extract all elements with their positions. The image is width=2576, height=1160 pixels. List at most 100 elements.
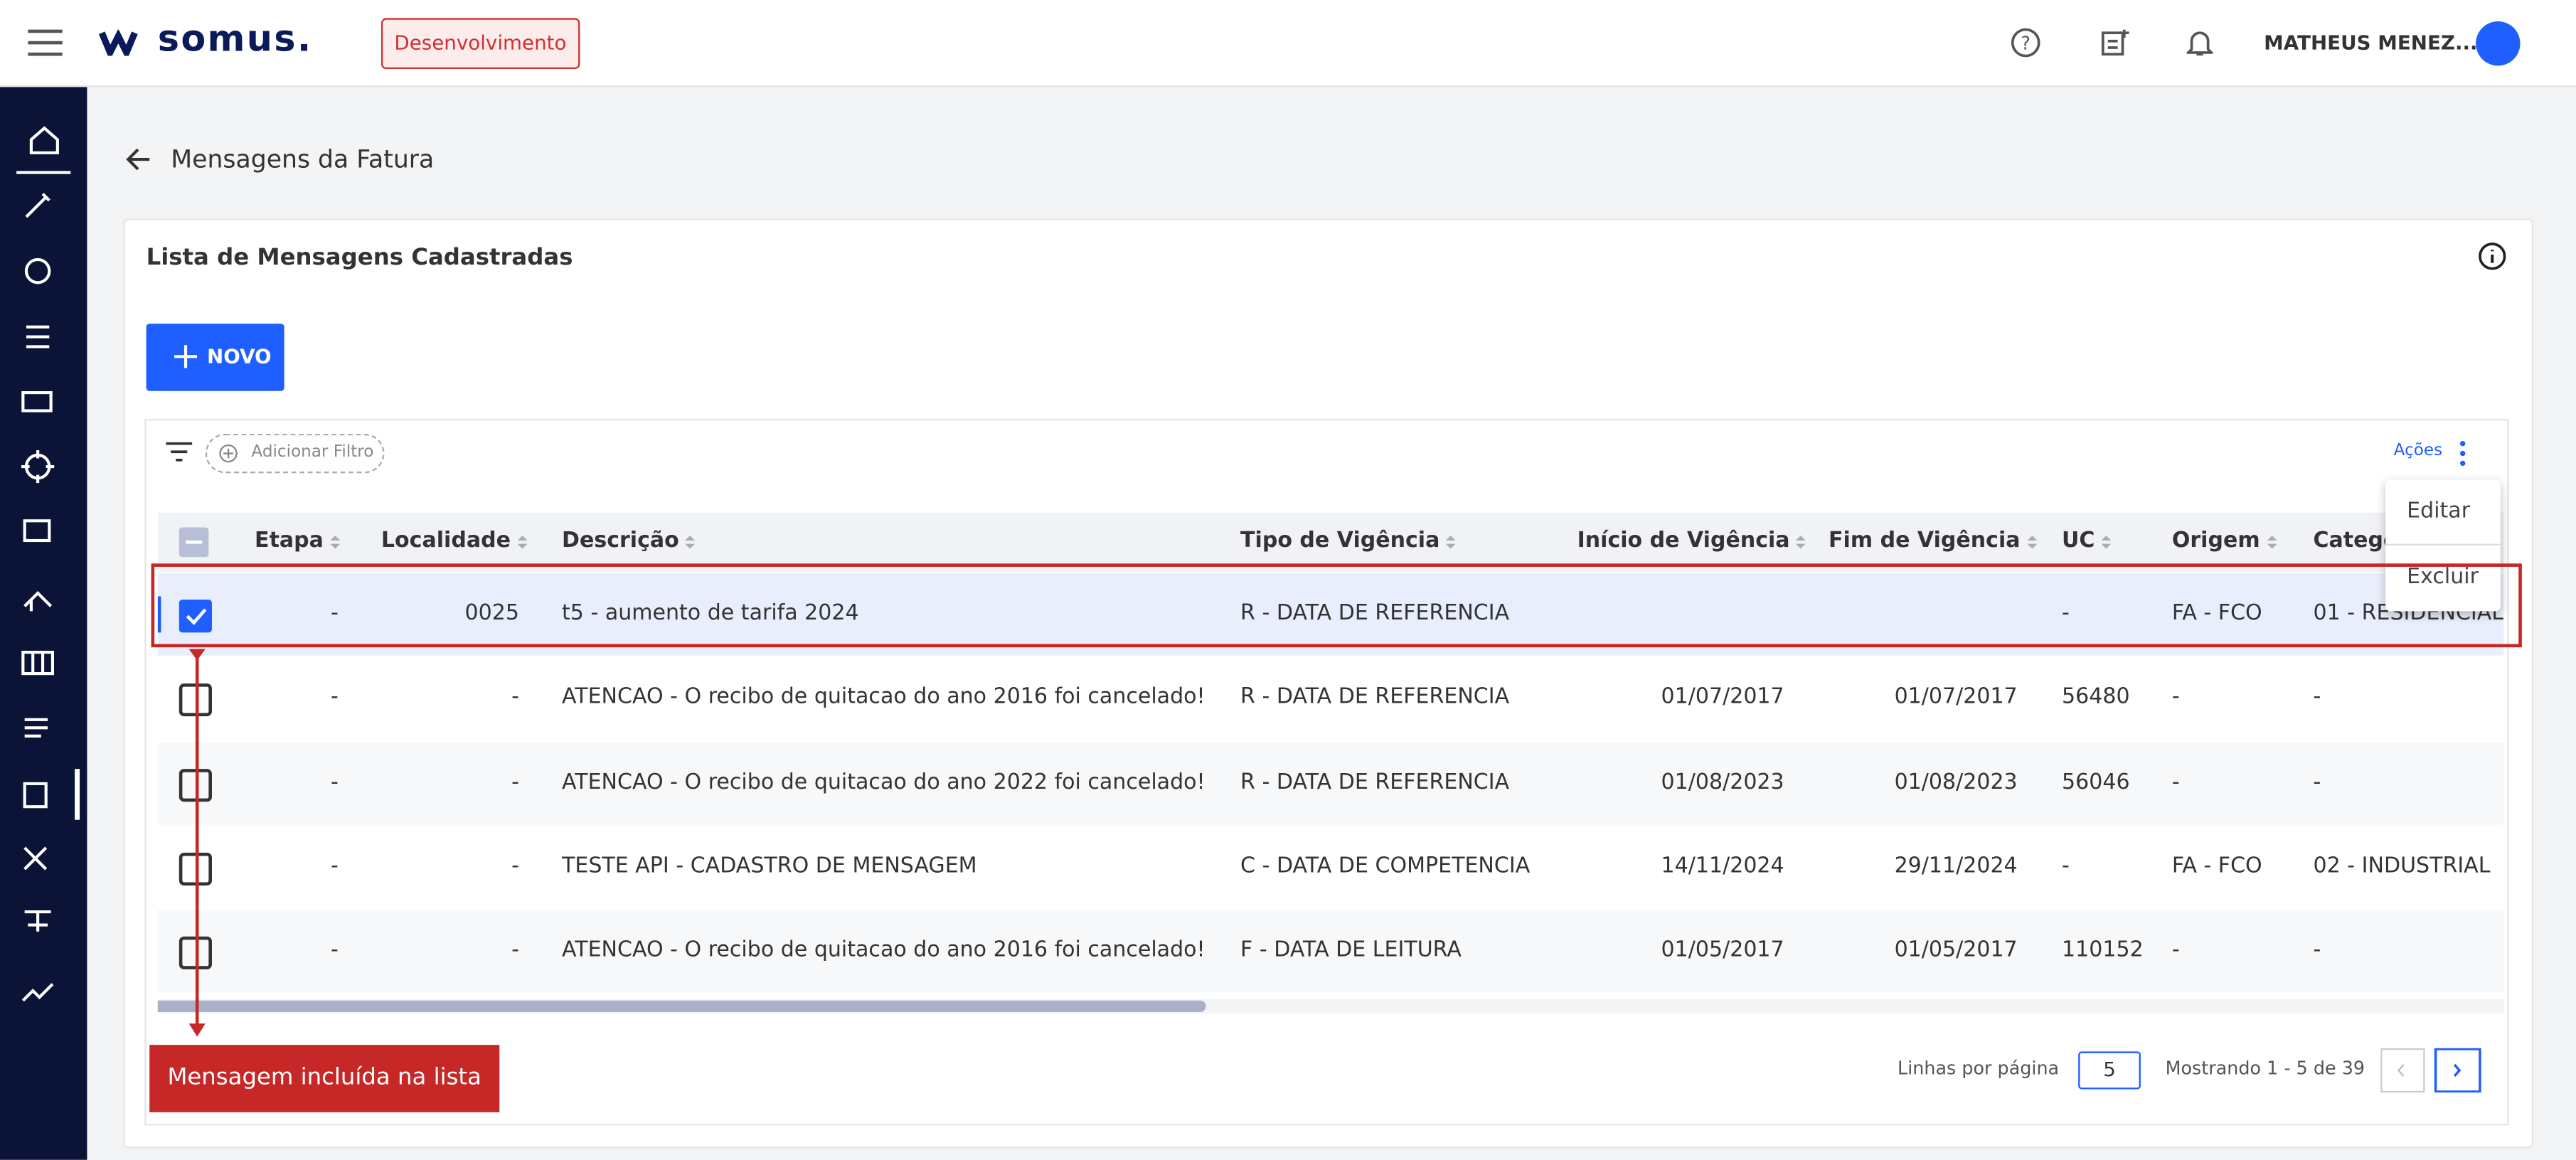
column-header[interactable]: Origem xyxy=(2172,529,2277,553)
table-cell: - xyxy=(511,685,519,711)
table-cell: R - DATA DE REFERENCIA xyxy=(1240,685,1510,711)
new-button[interactable]: NOVO xyxy=(146,324,284,391)
menu-button[interactable] xyxy=(28,28,63,58)
table-row xyxy=(157,742,2504,824)
filter-icon[interactable] xyxy=(166,442,193,462)
table-cell: t5 - aumento de tarifa 2024 xyxy=(562,601,859,627)
table-cell: - xyxy=(511,770,519,795)
table-cell: - xyxy=(2171,770,2180,795)
page-title: Mensagens da Fatura xyxy=(171,144,435,174)
user-name[interactable]: MATHEUS MENEZ... xyxy=(2264,31,2478,55)
menu-item[interactable]: Excluir xyxy=(2407,565,2479,590)
column-header[interactable]: Fim de Vigência xyxy=(1829,529,2037,553)
row-checkbox[interactable] xyxy=(179,937,212,970)
table-cell: 0025 xyxy=(464,601,519,627)
table-cell: 01/05/2017 xyxy=(1894,938,2018,964)
logo-mark xyxy=(98,29,138,56)
table-cell: FA - FCO xyxy=(2171,853,2262,879)
table-cell: - xyxy=(330,853,339,879)
table-cell: - xyxy=(2171,938,2180,964)
table-cell: - xyxy=(2313,685,2321,711)
table-cell: - xyxy=(511,853,519,879)
table-row xyxy=(157,910,2504,993)
table-cell: - xyxy=(2062,853,2070,879)
sort-icon xyxy=(2101,534,2112,548)
actions-link[interactable]: Ações xyxy=(2393,442,2443,460)
pager-buttons[interactable] xyxy=(2380,1048,2482,1093)
table-cell: ATENCAO - O recibo de quitacao do ano 20… xyxy=(562,770,1205,795)
column-header[interactable]: Tipo de Vigência xyxy=(1240,529,1457,553)
sort-icon xyxy=(2266,534,2277,548)
table-cell: - xyxy=(2171,685,2180,711)
check-mark xyxy=(186,608,207,625)
row-checkbox[interactable] xyxy=(179,683,212,717)
notes-icon[interactable] xyxy=(2099,28,2129,58)
table-cell: - xyxy=(2062,601,2070,627)
table-cell: 01/05/2017 xyxy=(1661,938,1784,964)
environment-badge: Desenvolvimento xyxy=(380,18,580,70)
sort-icon xyxy=(686,534,696,548)
rows-per-page-label: Linhas por página xyxy=(1898,1058,2060,1080)
table-cell: 01/08/2023 xyxy=(1661,770,1784,795)
highlight-box xyxy=(151,563,2522,648)
add-filter-icon xyxy=(219,444,238,463)
table-cell: 01/08/2023 xyxy=(1894,770,2018,795)
card-title: Lista de Mensagens Cadastradas xyxy=(146,245,573,272)
table-cell: 56046 xyxy=(2062,770,2130,795)
table-row xyxy=(157,573,2504,656)
header-row xyxy=(157,512,2504,572)
sort-icon xyxy=(517,534,528,548)
table-cell: - xyxy=(2313,770,2321,795)
back-arrow[interactable] xyxy=(125,147,151,173)
row-checkbox[interactable] xyxy=(179,852,212,885)
rows-per-page-input[interactable]: 5 xyxy=(2078,1051,2141,1090)
scrollbar-thumb xyxy=(157,1000,1206,1012)
menu-divider xyxy=(2385,543,2501,546)
menu-item[interactable]: Editar xyxy=(2407,499,2471,524)
column-header[interactable]: Descrição xyxy=(562,529,696,553)
table-cell: - xyxy=(2313,938,2321,964)
table-cell: - xyxy=(330,685,339,711)
table-cell: C - DATA DE COMPETENCIA xyxy=(1240,853,1531,879)
showing-range: Mostrando 1 - 5 de 39 xyxy=(2165,1058,2365,1080)
actions-menu xyxy=(2385,479,2501,612)
avatar[interactable] xyxy=(2476,21,2521,66)
brand: somus. xyxy=(157,19,313,61)
column-header[interactable]: Etapa xyxy=(255,529,341,553)
table: Etapa Localidade Descrição Tipo de Vigência… xyxy=(157,512,2504,1018)
table-row xyxy=(157,657,2504,740)
table-cell: - xyxy=(330,770,339,795)
select-all-dash xyxy=(186,540,203,544)
sort-icon xyxy=(330,534,341,548)
info-icon[interactable] xyxy=(2477,242,2507,272)
plus-icon xyxy=(174,345,198,368)
table-cell: R - DATA DE REFERENCIA xyxy=(1240,601,1510,627)
sort-icon xyxy=(1796,534,1806,548)
row-checkbox[interactable] xyxy=(179,600,212,633)
actions-kebab[interactable] xyxy=(2458,440,2468,467)
table-cell: 110152 xyxy=(2062,938,2144,964)
table-cell: 01/07/2017 xyxy=(1894,685,2018,711)
row-selected-bar xyxy=(157,596,161,633)
sort-icon xyxy=(1446,534,1457,548)
bell-icon[interactable] xyxy=(2186,28,2213,58)
table-cell: FA - FCO xyxy=(2171,601,2262,627)
table-cell: 02 - INDUSTRIAL xyxy=(2313,853,2491,879)
column-header[interactable]: Localidade xyxy=(381,529,528,553)
add-filter[interactable]: Adicionar Filtro xyxy=(205,433,385,474)
table-cell: - xyxy=(511,938,519,964)
sidebar-icons xyxy=(16,126,80,1002)
table-cell: TESTE API - CADASTRO DE MENSAGEM xyxy=(562,853,977,879)
table-cell: ATENCAO - O recibo de quitacao do ano 20… xyxy=(562,685,1205,711)
sidebar xyxy=(0,87,87,1160)
table-row xyxy=(157,826,2504,909)
column-header[interactable]: Início de Vigência xyxy=(1577,529,1806,553)
help-icon[interactable]: ? xyxy=(2011,28,2040,58)
table-cell: - xyxy=(330,601,339,627)
annotation-arrow xyxy=(188,649,206,1037)
row-checkbox[interactable] xyxy=(179,768,212,802)
column-header[interactable]: UC xyxy=(2062,529,2112,553)
table-cell: 14/11/2024 xyxy=(1661,853,1784,879)
